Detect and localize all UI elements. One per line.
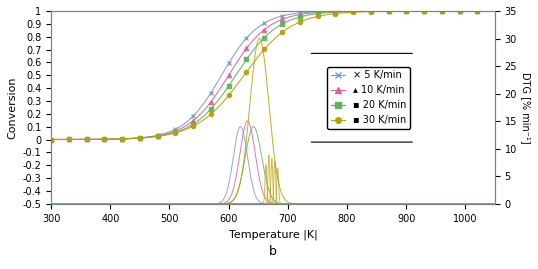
Title: b: b [269, 245, 277, 258]
Legend: × 5 K/min, ▴ 10 K/min, ▪ 20 K/min, ▪ 30 K/min: × 5 K/min, ▴ 10 K/min, ▪ 20 K/min, ▪ 30 … [327, 66, 410, 129]
Y-axis label: DTG [% min⁻¹]: DTG [% min⁻¹] [521, 72, 531, 143]
Y-axis label: Conversion: Conversion [7, 76, 17, 139]
X-axis label: Temperature |K|: Temperature |K| [229, 229, 317, 240]
